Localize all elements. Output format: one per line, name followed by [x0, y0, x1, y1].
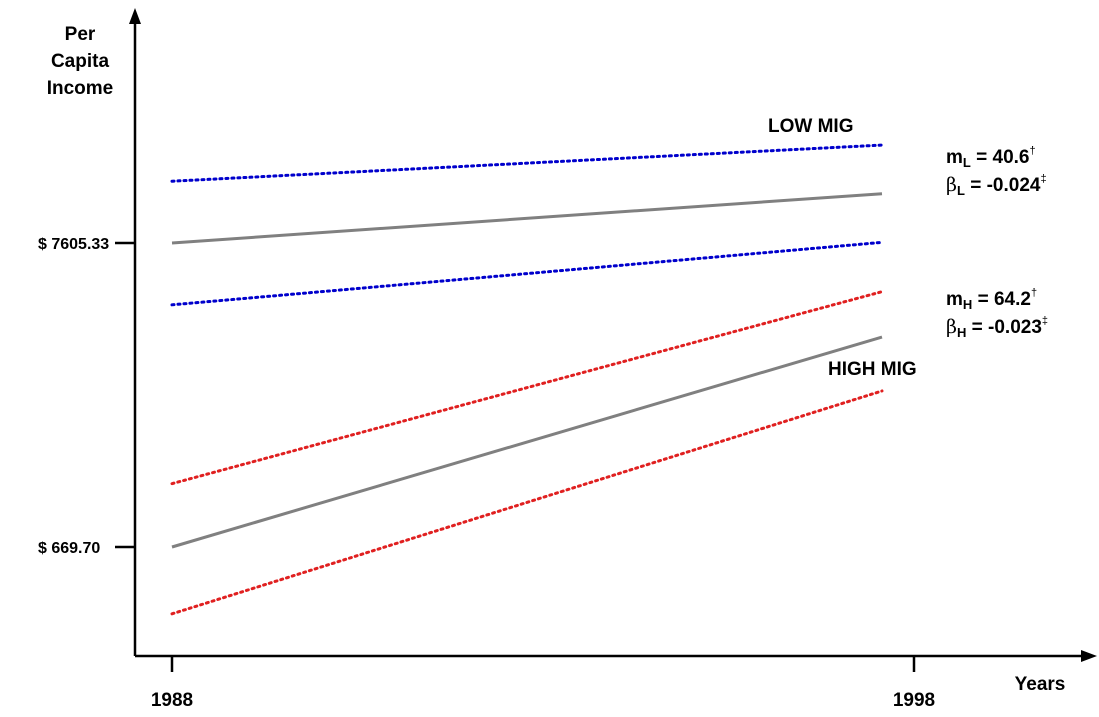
m-subscript-low: L — [963, 155, 971, 170]
high-mig-label: HIGH MIG — [828, 359, 917, 380]
beta-subscript-high: H — [957, 325, 966, 340]
x-tick-label-1988: 1988 — [151, 690, 193, 711]
y-tick-label-7605: $ 7605.33 — [38, 236, 109, 253]
x-tick-label-1998: 1998 — [893, 690, 935, 711]
beta-value-high: = -0.023 — [966, 317, 1042, 338]
series-line-2 — [170, 143, 884, 183]
x-axis-label: Years — [1015, 674, 1066, 695]
m-subscript-high: H — [963, 297, 972, 312]
series-line-5 — [170, 290, 884, 486]
y-axis-label-line-1: Per — [65, 24, 96, 45]
y-tick-label-669: $ 669.70 — [38, 540, 100, 557]
y-axis-label-line-2: Capita — [51, 51, 110, 72]
high-mig-m-stat: mH = 64.2† — [946, 287, 1037, 312]
y-axis-label-line-3: Income — [47, 78, 114, 99]
m-value-low: = 40.6 — [971, 147, 1030, 168]
beta-double-dagger-low: ‡ — [1040, 173, 1046, 185]
series-line-3 — [170, 240, 884, 307]
m-dagger-high: † — [1031, 287, 1037, 299]
beta-symbol-low: β — [946, 174, 957, 196]
low-mig-m-stat: mL = 40.6† — [946, 145, 1036, 170]
high-mig-beta-stat: βH = -0.023‡ — [946, 315, 1048, 340]
series-line-1 — [171, 192, 883, 245]
m-value-high: = 64.2 — [972, 289, 1031, 310]
m-symbol-low: m — [946, 147, 963, 168]
series-line-4 — [171, 335, 883, 549]
beta-subscript-low: L — [957, 183, 965, 198]
x-axis-arrow — [1081, 650, 1097, 662]
series-line-6 — [170, 389, 884, 616]
m-dagger-low: † — [1030, 145, 1036, 157]
series-layer — [170, 143, 884, 616]
m-symbol-high: m — [946, 289, 963, 310]
beta-symbol-high: β — [946, 316, 957, 338]
low-mig-label: LOW MIG — [768, 116, 853, 137]
y-axis-arrow — [129, 8, 141, 24]
beta-double-dagger-high: ‡ — [1042, 315, 1048, 327]
low-mig-beta-stat: βL = -0.024‡ — [946, 173, 1047, 198]
beta-value-low: = -0.024 — [965, 175, 1041, 196]
